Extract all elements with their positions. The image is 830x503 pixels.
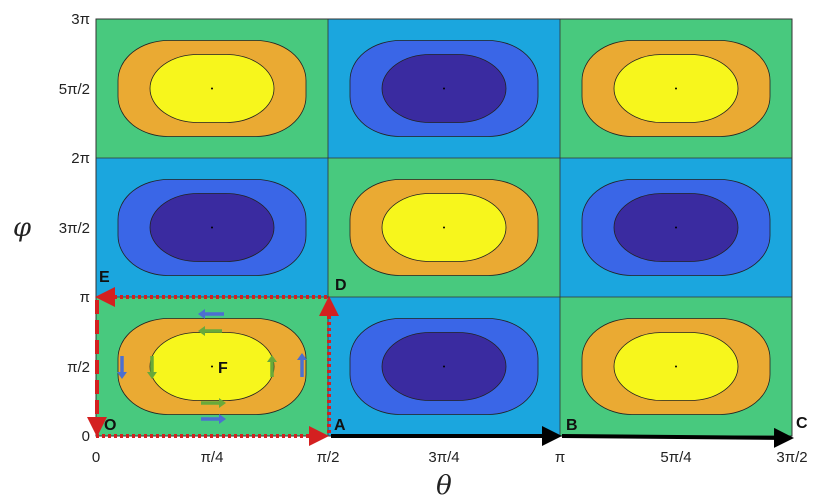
x-tick-2: π/2 (317, 449, 340, 466)
point-labels: O A B C D E F (99, 269, 808, 434)
x-axis-label: θ (436, 471, 452, 501)
y-axis-label: φ (13, 213, 32, 243)
flow-arrow-top-outer (198, 309, 224, 319)
contour-cell-cool (96, 158, 328, 297)
cell-center-dot (211, 226, 213, 229)
cell-center-dot (675, 87, 677, 90)
cell-center-dot (443, 365, 445, 368)
flow-arrow-right-inner (267, 355, 277, 377)
point-label-b: B (566, 417, 578, 434)
cell-center-dot (443, 226, 445, 229)
contour-cell-warm (96, 19, 328, 158)
y-tick-5: 5π/2 (59, 81, 90, 98)
contour-cell-warm (328, 158, 560, 297)
contour-cells (96, 19, 792, 436)
cell-center-dot (675, 226, 677, 229)
cell-center-dot (675, 365, 677, 368)
flow-arrow-top-inner (198, 326, 222, 336)
point-label-f: F (218, 360, 228, 377)
y-tick-2: π (80, 289, 90, 306)
x-tick-labels: 0 π/4 π/2 3π/4 π 5π/4 3π/2 (92, 449, 808, 466)
y-tick-labels: 0 π/2 π 3π/2 2π 5π/2 3π (59, 11, 90, 445)
point-label-d: D (335, 277, 347, 294)
cell-center-dot (211, 365, 213, 368)
x-tick-3: 3π/4 (428, 449, 459, 466)
contour-cell-cool (328, 19, 560, 158)
point-label-c: C (796, 415, 808, 432)
flow-arrow-bottom-inner (201, 398, 226, 408)
x-tick-5: 5π/4 (660, 449, 691, 466)
contour-cell-warm (96, 297, 328, 436)
point-label-a: A (334, 417, 346, 434)
cell-center-dot (211, 87, 213, 90)
integration-path-red (87, 287, 339, 446)
point-label-e: E (99, 269, 110, 286)
cell-center-dot (443, 87, 445, 90)
path-segment-b-c (561, 427, 794, 448)
y-tick-1: π/2 (67, 359, 90, 376)
contour-cell-cool (560, 158, 792, 297)
y-tick-6: 3π (71, 11, 90, 28)
flow-arrow-left-inner (147, 356, 157, 379)
flow-arrow-right-outer (297, 353, 307, 377)
contour-cell-cool (328, 297, 560, 436)
flow-arrow-bottom-outer (201, 414, 226, 424)
x-tick-4: π (555, 449, 565, 466)
contour-cell-warm (560, 19, 792, 158)
x-tick-6: 3π/2 (776, 449, 807, 466)
x-tick-0: 0 (92, 449, 100, 466)
x-tick-1: π/4 (201, 449, 224, 466)
integration-path-black (331, 426, 794, 448)
flow-arrow-left-outer (117, 356, 127, 379)
y-tick-0: 0 (82, 428, 90, 445)
point-label-o: O (104, 417, 116, 434)
flow-arrows (117, 309, 307, 424)
y-tick-4: 2π (71, 150, 90, 167)
y-tick-3: 3π/2 (59, 220, 90, 237)
contour-cell-warm (560, 297, 792, 436)
